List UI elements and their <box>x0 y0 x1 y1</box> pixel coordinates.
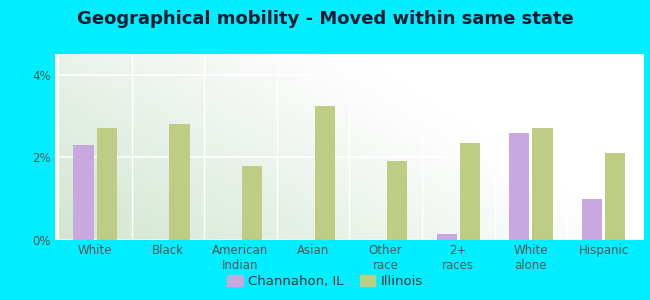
Bar <box>73 145 94 240</box>
Bar <box>509 133 530 240</box>
Bar <box>582 199 602 240</box>
Bar <box>532 128 552 240</box>
Bar <box>97 128 117 240</box>
Bar <box>169 124 190 240</box>
Legend: Channahon, IL, Illinois: Channahon, IL, Illinois <box>222 270 428 293</box>
Text: Geographical mobility - Moved within same state: Geographical mobility - Moved within sam… <box>77 11 573 28</box>
Bar <box>315 106 335 240</box>
Bar <box>460 143 480 240</box>
Bar <box>437 234 457 240</box>
Bar <box>242 166 262 240</box>
Bar <box>387 161 408 240</box>
Bar <box>605 153 625 240</box>
